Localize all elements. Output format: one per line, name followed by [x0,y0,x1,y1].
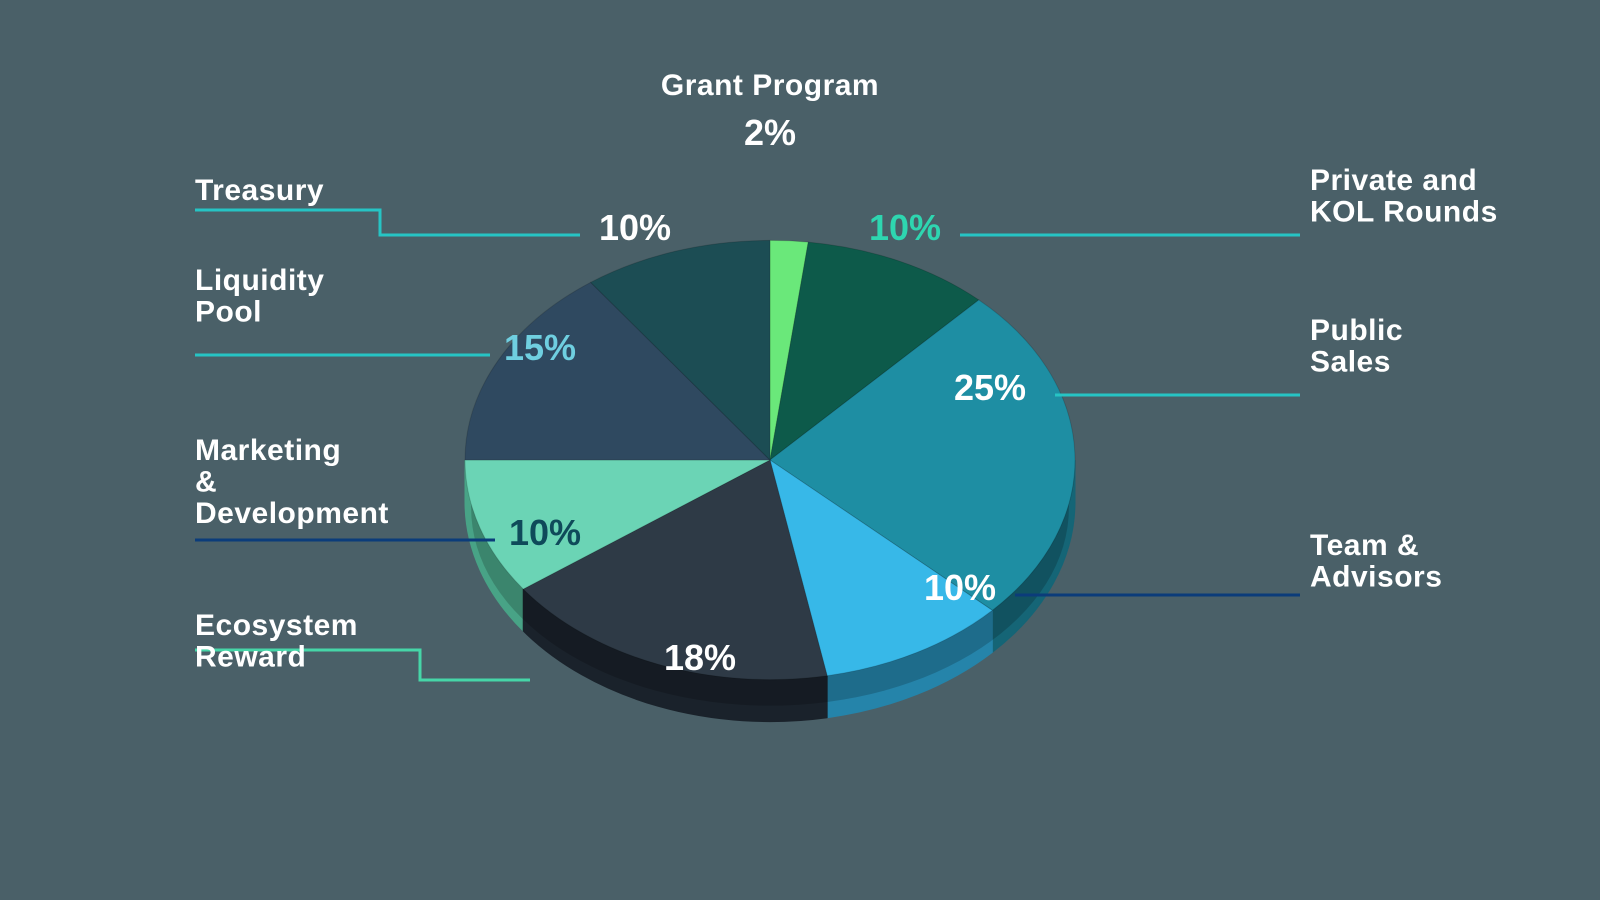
slice-percent: 18% [664,637,736,678]
slice-percent: 10% [509,512,581,553]
slice-percent: 25% [954,367,1026,408]
slice-label: PublicSales [1310,314,1403,379]
slice-label: Grant Program [661,69,879,102]
slice-percent: 2% [744,112,796,153]
slice-percent: 15% [504,327,576,368]
slice-label: Treasury [195,174,324,207]
tokenomics-pie-chart: 2% 10% 25% 10% 18% 10% 15% 10% Grant Program Priv… [0,0,1600,900]
slice-label: Private andKOL Rounds [1310,164,1498,229]
slice-percent: 10% [924,567,996,608]
slice-percent: 10% [599,207,671,248]
slice-percent: 10% [869,207,941,248]
pie-top [465,240,1075,679]
